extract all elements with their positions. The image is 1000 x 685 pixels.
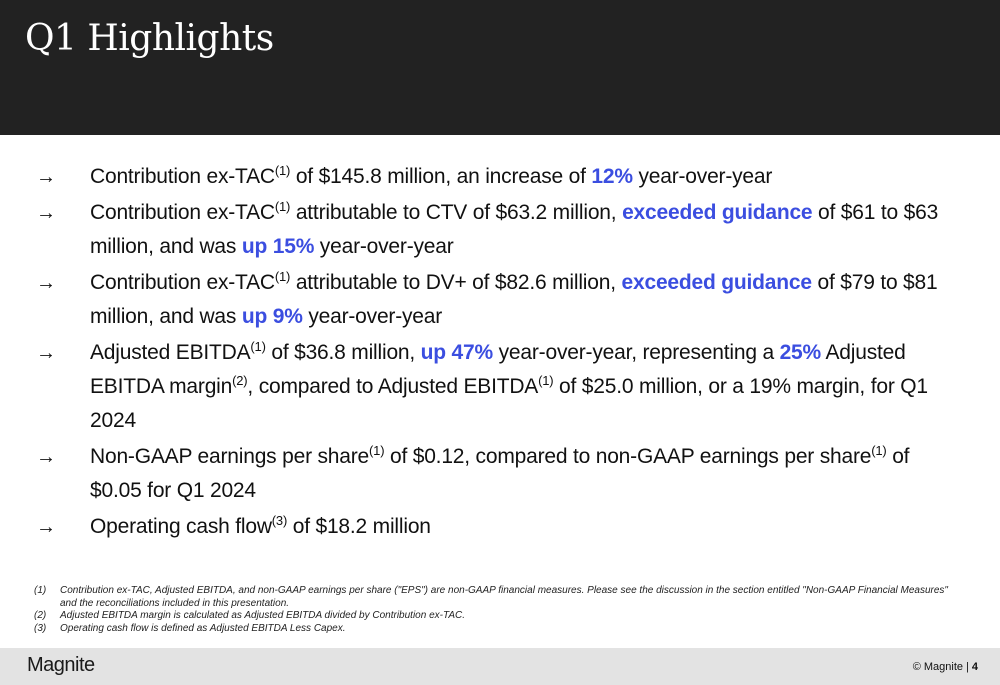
right-arrow-icon: →: [36, 202, 56, 224]
page-title: Q1 Highlights: [25, 18, 274, 59]
list-item: → Contribution ex-TAC(1) of $145.8 milli…: [0, 160, 1000, 194]
highlight: up 47%: [420, 341, 494, 364]
bullet-text: Adjusted EBITDA(1) of $36.8 million, up …: [90, 339, 928, 432]
footnote-text: Adjusted EBITDA margin is calculated as …: [60, 610, 465, 621]
highlight: 25%: [779, 341, 822, 364]
right-arrow-icon: →: [36, 516, 56, 538]
bullet-text: Contribution ex-TAC(1) of $145.8 million…: [90, 163, 773, 188]
copyright-notice: © Magnite | 4: [912, 661, 978, 673]
footnote-text: Contribution ex-TAC, Adjusted EBITDA, an…: [60, 585, 948, 609]
right-arrow-icon: →: [36, 166, 56, 188]
footnote-number: (1): [34, 585, 47, 596]
highlight: exceeded guidance: [621, 271, 813, 294]
list-item: → Non-GAAP earnings per share(1) of $0.1…: [0, 440, 1000, 508]
highlight: 12%: [591, 165, 633, 188]
bullet-text: Operating cash flow(3) of $18.2 million: [90, 513, 431, 538]
highlights-list: → Contribution ex-TAC(1) of $145.8 milli…: [0, 160, 1000, 546]
footnote: (2) Adjusted EBITDA margin is calculated…: [30, 610, 960, 623]
bullet-text: Contribution ex-TAC(1) attributable to D…: [90, 269, 938, 328]
list-item: → Contribution ex-TAC(1) attributable to…: [0, 196, 1000, 264]
footnote-number: (2): [34, 610, 47, 621]
bullet-text: Contribution ex-TAC(1) attributable to C…: [90, 199, 939, 258]
bullet-text: Non-GAAP earnings per share(1) of $0.12,…: [90, 443, 910, 502]
right-arrow-icon: →: [36, 342, 56, 364]
list-item: → Adjusted EBITDA(1) of $36.8 million, u…: [0, 336, 1000, 438]
right-arrow-icon: →: [36, 272, 56, 294]
page-number: 4: [971, 661, 978, 673]
highlight: up 9%: [241, 305, 303, 328]
right-arrow-icon: →: [36, 446, 56, 468]
footnote-text: Operating cash flow is defined as Adjust…: [60, 622, 346, 634]
footnote: (3) Operating cash flow is defined as Ad…: [30, 623, 960, 636]
magnite-logo: Magnite: [27, 654, 95, 676]
footer-bar: Magnite © Magnite | 4: [0, 648, 1000, 685]
footnotes: (1) Contribution ex-TAC, Adjusted EBITDA…: [30, 585, 960, 635]
list-item: → Operating cash flow(3) of $18.2 millio…: [0, 510, 1000, 544]
highlight: exceeded guidance: [622, 201, 813, 224]
footnote-number: (3): [34, 622, 47, 634]
highlight: up 15%: [241, 235, 315, 258]
header-bar: Q1 Highlights: [0, 0, 1000, 135]
footnote: (1) Contribution ex-TAC, Adjusted EBITDA…: [30, 585, 960, 610]
list-item: → Contribution ex-TAC(1) attributable to…: [0, 266, 1000, 334]
